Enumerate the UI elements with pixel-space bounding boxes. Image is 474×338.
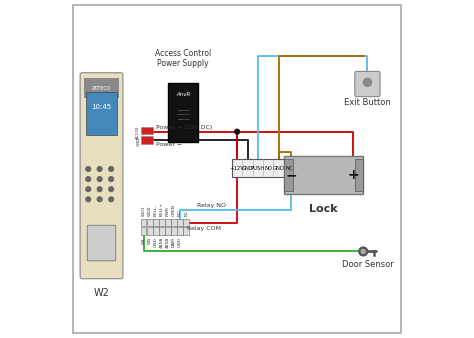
Circle shape [86, 167, 91, 171]
Text: GND: GND [154, 237, 158, 246]
Bar [165, 219, 171, 226]
Text: ─────
─────
─────: ───── ───── ───── [177, 109, 190, 122]
Text: +12V: +12V [230, 166, 245, 171]
Bar [159, 227, 164, 235]
FancyBboxPatch shape [87, 225, 116, 261]
Text: BELL-: BELL- [154, 204, 158, 216]
Bar [183, 227, 189, 235]
Text: Relay NO: Relay NO [197, 203, 226, 208]
Text: −: − [285, 168, 297, 182]
Text: PUSH: PUSH [251, 166, 265, 171]
Bar [177, 227, 183, 235]
Bar [183, 219, 189, 226]
Circle shape [86, 187, 91, 192]
Circle shape [97, 197, 102, 202]
Bar [141, 136, 153, 144]
Bar [86, 92, 117, 135]
Text: AC130: AC130 [137, 125, 140, 139]
Bar [159, 219, 164, 226]
Text: W0: W0 [148, 237, 152, 244]
Bar [284, 159, 292, 191]
Text: 485B: 485B [166, 237, 170, 248]
Text: NC: NC [184, 210, 188, 216]
Text: GND: GND [242, 166, 254, 171]
Bar [232, 159, 294, 177]
Circle shape [359, 247, 368, 256]
Text: GND: GND [137, 137, 140, 146]
Circle shape [361, 249, 365, 254]
Text: OPEN: OPEN [172, 204, 176, 216]
Text: NO: NO [178, 210, 182, 216]
Text: Door Sensor: Door Sensor [342, 260, 394, 269]
Text: +: + [347, 168, 359, 182]
Bar [153, 227, 159, 235]
Text: AnvR: AnvR [176, 92, 191, 97]
Text: Power + (12V DC): Power + (12V DC) [156, 125, 212, 129]
Text: PWR: PWR [166, 207, 170, 216]
Text: Lock: Lock [310, 204, 338, 214]
Text: NC: NC [285, 166, 293, 171]
Bar [84, 78, 119, 98]
Text: WO0: WO0 [148, 206, 152, 216]
Text: Relay COM: Relay COM [187, 226, 221, 231]
Bar [172, 219, 177, 226]
Circle shape [97, 167, 102, 171]
Bar [168, 83, 198, 142]
Text: GND: GND [273, 166, 284, 171]
Circle shape [97, 177, 102, 182]
Circle shape [109, 187, 113, 192]
Text: BELL+: BELL+ [160, 202, 164, 216]
Circle shape [235, 129, 239, 134]
Circle shape [364, 78, 372, 87]
Circle shape [109, 177, 113, 182]
Bar [177, 219, 183, 226]
Bar [153, 219, 159, 226]
Text: Power −: Power − [156, 142, 182, 147]
Text: W2: W2 [93, 289, 109, 298]
Text: Exit Button: Exit Button [344, 98, 391, 107]
Bar [147, 219, 153, 226]
Bar [165, 227, 171, 235]
Text: 10:45: 10:45 [91, 104, 111, 110]
Text: W1: W1 [142, 237, 146, 244]
Text: DAM: DAM [172, 237, 176, 246]
Bar [141, 127, 153, 134]
Text: NO: NO [264, 166, 272, 171]
FancyBboxPatch shape [80, 73, 123, 279]
Bar [147, 227, 153, 235]
Bar [141, 219, 146, 226]
Text: Access Control
Power Supply: Access Control Power Supply [155, 49, 211, 68]
Text: GND: GND [178, 237, 182, 246]
Circle shape [86, 177, 91, 182]
Text: ZKTECO: ZKTECO [92, 86, 111, 91]
FancyBboxPatch shape [355, 71, 380, 97]
Bar [355, 159, 363, 191]
Circle shape [97, 187, 102, 192]
Text: WO1: WO1 [142, 206, 146, 216]
Circle shape [86, 197, 91, 202]
Bar [284, 155, 363, 194]
Bar [172, 227, 177, 235]
Circle shape [109, 167, 113, 171]
Circle shape [109, 197, 113, 202]
Text: 485A: 485A [160, 237, 164, 248]
Bar [141, 227, 146, 235]
